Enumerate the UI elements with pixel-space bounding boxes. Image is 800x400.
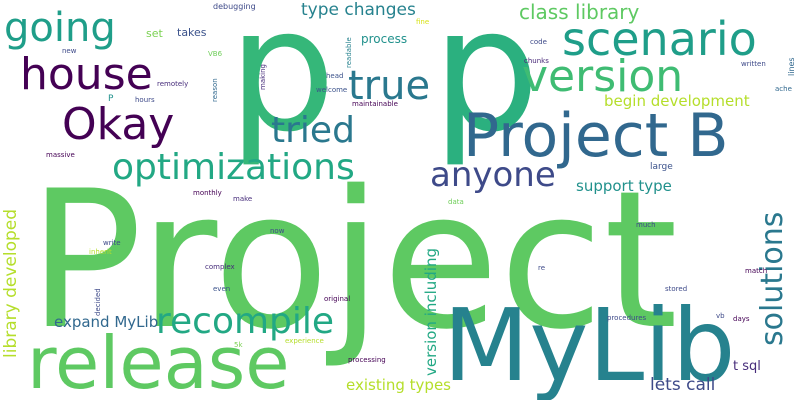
word-vb: vb (716, 312, 725, 320)
word-class-library: class library (519, 0, 640, 24)
word-project: Project (28, 150, 679, 371)
word-house: house (20, 49, 153, 100)
word-library-developed: library developed (1, 208, 21, 358)
word-inherit: inherit (89, 248, 112, 256)
word-existing-types: existing types (346, 376, 451, 394)
word-p-2: p (432, 0, 540, 170)
word-write: write (103, 239, 121, 247)
word-begin-development: begin development (604, 92, 750, 110)
word-release: release (27, 321, 290, 400)
word-complex: complex (205, 263, 235, 271)
word-project-b: Project B (463, 101, 729, 171)
word-anyone: anyone (430, 155, 556, 195)
word-much: much (636, 221, 656, 229)
word-making: making (259, 64, 267, 90)
word-data: data (448, 198, 464, 206)
word-welcome: welcome (316, 86, 348, 94)
word-set: set (146, 27, 163, 40)
word-recompile: recompile (156, 301, 335, 342)
word-original: original (324, 295, 351, 303)
word-large: large (650, 162, 673, 172)
word-head: head (326, 72, 344, 80)
word-decided: decided (94, 288, 102, 316)
word-p-1: p (228, 0, 336, 170)
word-support-type: support type (576, 177, 672, 195)
word-okay: Okay (62, 99, 175, 150)
word-chunks: chunks (524, 57, 549, 65)
word-scenario: scenario (562, 12, 757, 66)
word-expand-mylib: expand MyLib (54, 313, 159, 331)
word-p-small: P (108, 94, 114, 104)
word-process: process (361, 32, 408, 46)
word-monthly: monthly (193, 189, 222, 197)
word-ache: ache (775, 85, 792, 93)
word-version: version (522, 51, 684, 102)
word-remotely: remotely (157, 80, 189, 88)
word-processing: processing (348, 356, 386, 364)
word-going: going (4, 5, 116, 51)
word-vb6: VB6 (208, 50, 223, 58)
word-solutions: solutions (755, 211, 790, 346)
word-lines: lines (787, 57, 796, 76)
word-true: true (348, 63, 431, 109)
word-hours: hours (135, 96, 155, 104)
word-5k: 5k (234, 341, 243, 349)
word-type-changes: type changes (301, 0, 416, 20)
word-days: days (733, 315, 750, 323)
word-readable: readable (345, 37, 353, 68)
word-tried: tried (271, 110, 355, 151)
word-reason: reason (211, 78, 219, 102)
word-mylib: MyLib (443, 287, 736, 400)
word-now: now (270, 227, 285, 235)
word-written: written (741, 60, 766, 68)
word-match: match (745, 267, 768, 275)
word-stored: stored (665, 285, 688, 293)
word-t-sql: t sql (733, 359, 761, 374)
word-optimizations: optimizations (112, 147, 355, 188)
word-fine: fine (416, 18, 430, 26)
word-re: re (538, 264, 546, 272)
word-massive: massive (46, 151, 75, 159)
word-code: code (530, 38, 547, 46)
word-procedures: procedures (607, 314, 647, 322)
word-maintainable: maintainable (352, 100, 398, 108)
word-takes: takes (177, 26, 207, 39)
word-make: make (233, 195, 253, 203)
word-debugging: debugging (213, 2, 256, 11)
word-version-including: version including (422, 247, 440, 376)
word-even: even (213, 285, 231, 293)
word-lets-call: lets call (650, 375, 716, 395)
word-experience: experience (285, 337, 324, 345)
word-new: new (62, 47, 77, 55)
